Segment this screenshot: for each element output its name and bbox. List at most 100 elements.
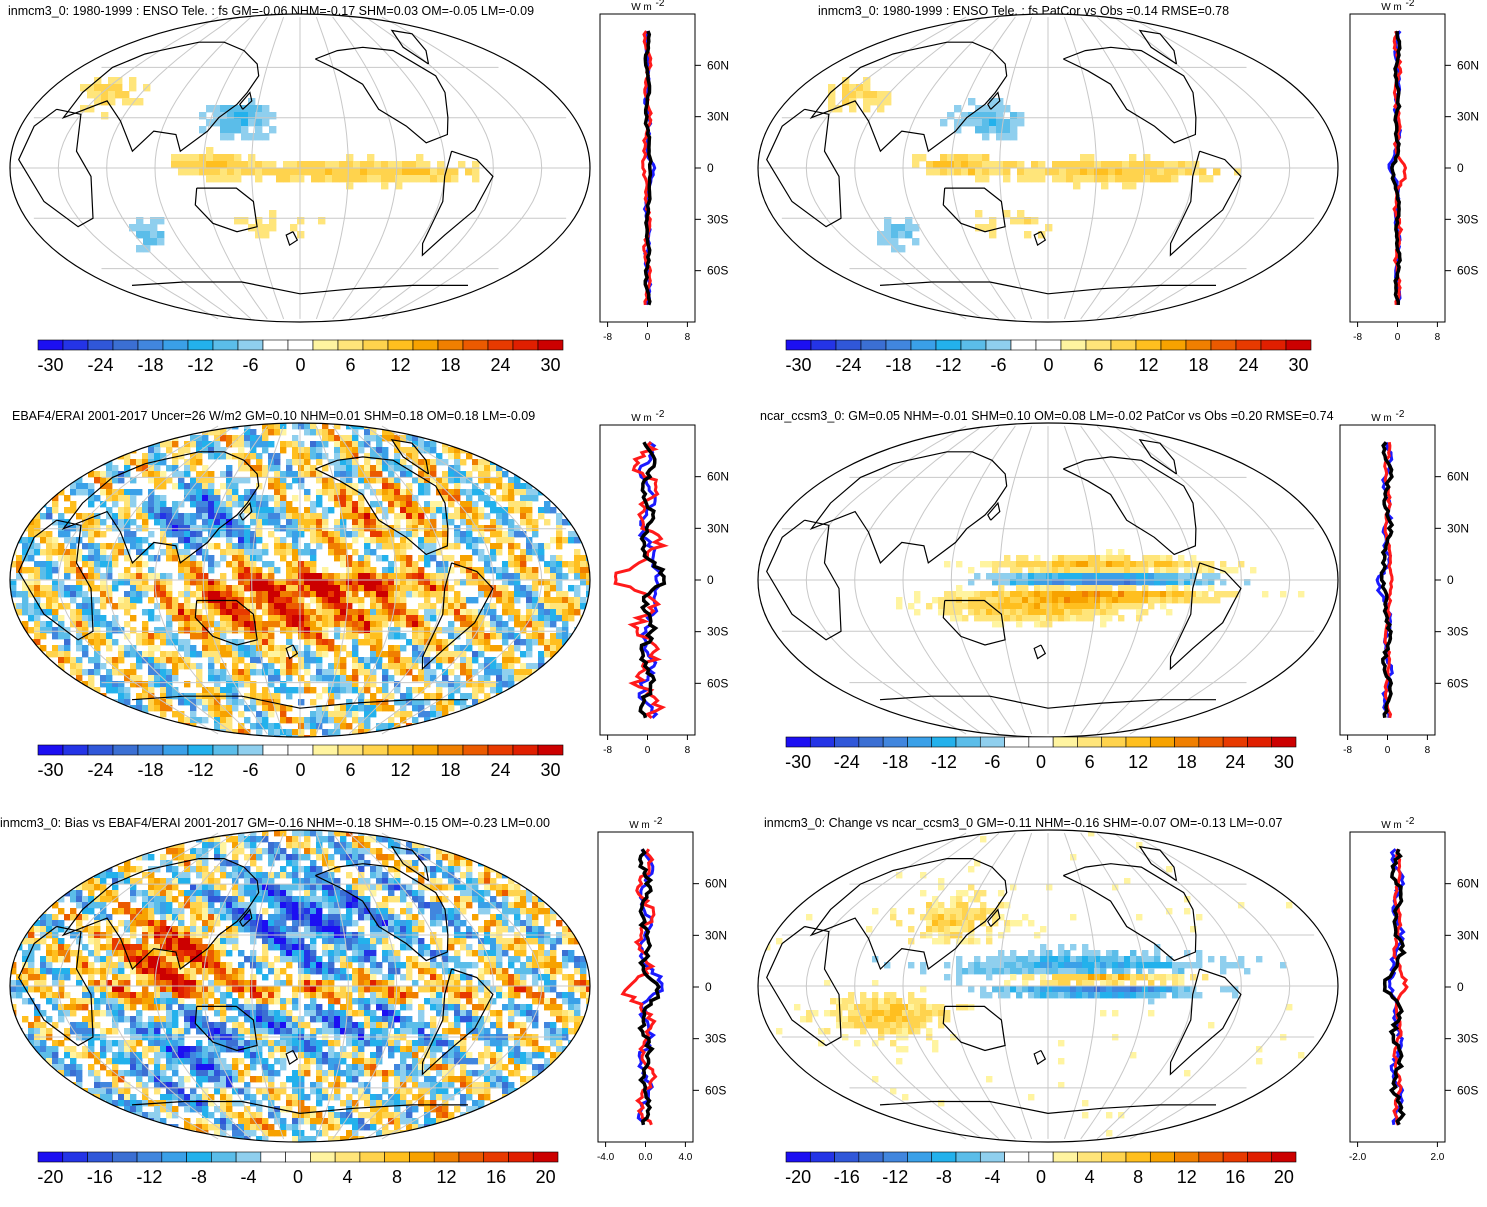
- field-cell: [568, 471, 575, 478]
- field-cell: [166, 579, 173, 586]
- field-cell: [1058, 597, 1065, 604]
- field-cell: [562, 477, 569, 484]
- field-cell: [490, 591, 497, 598]
- field-cell: [250, 561, 257, 568]
- field-cell: [586, 657, 590, 664]
- field-cell: [220, 453, 227, 460]
- field-cell: [166, 848, 173, 855]
- field-cell: [484, 567, 491, 574]
- field-cell: [574, 483, 581, 490]
- field-cell: [496, 836, 503, 843]
- profile-unit-exp: -2: [656, 409, 665, 420]
- field-cell: [974, 615, 981, 622]
- field-cell: [508, 717, 515, 724]
- profile-tick: -8: [603, 332, 612, 343]
- field-cell: [232, 495, 239, 502]
- field-cell: [580, 729, 587, 736]
- field-cell: [334, 549, 341, 556]
- field-cell: [394, 531, 401, 538]
- field-cell: [1220, 567, 1227, 574]
- field-cell: [532, 429, 539, 436]
- field-cell: [220, 119, 228, 127]
- field-cell: [538, 651, 545, 658]
- field-cell: [172, 549, 179, 556]
- colorbar-swatch: [362, 744, 389, 756]
- field-cell: [160, 669, 167, 676]
- field-cell: [106, 489, 113, 496]
- field-cell: [568, 585, 575, 592]
- field-cell: [76, 621, 83, 628]
- field-cell: [352, 645, 359, 652]
- field-cell: [124, 573, 131, 580]
- field-cell: [238, 585, 245, 592]
- field-cell: [1004, 597, 1011, 604]
- field-cell: [214, 669, 221, 676]
- field-cell: [52, 465, 59, 472]
- field-cell: [94, 711, 101, 718]
- field-cell: [64, 555, 71, 562]
- field-cell: [34, 633, 41, 640]
- field-cell: [1022, 579, 1029, 586]
- field-cell: [178, 645, 185, 652]
- field-cell: [142, 836, 149, 843]
- field-cell: [376, 543, 383, 550]
- field-cell: [412, 585, 419, 592]
- field-cell: [382, 687, 389, 694]
- field-cell: [256, 579, 263, 586]
- profile-line: [1375, 442, 1394, 718]
- field-cell: [340, 663, 347, 670]
- field-cell: [382, 681, 389, 688]
- field-cell: [580, 507, 587, 514]
- field-cell: [322, 531, 329, 538]
- field-cell: [64, 423, 71, 430]
- field-cell: [352, 609, 359, 616]
- field-cell: [82, 651, 89, 658]
- field-cell: [1094, 567, 1101, 574]
- field-cell: [430, 447, 437, 454]
- field-cell: [376, 705, 383, 712]
- field-cell: [490, 699, 497, 706]
- field-cell: [490, 429, 497, 436]
- coastlines: [18, 438, 494, 709]
- field-cell: [1106, 549, 1113, 556]
- field-cell: [574, 711, 581, 718]
- field-cell: [538, 836, 545, 843]
- field-cell: [118, 549, 125, 556]
- field-cell: [395, 161, 403, 169]
- field-cell: [10, 729, 17, 736]
- field-cell: [52, 711, 59, 718]
- field-cell: [388, 531, 395, 538]
- field-cell: [418, 633, 425, 640]
- field-cell: [466, 429, 473, 436]
- field-cell: [106, 657, 113, 664]
- field-cell: [250, 627, 257, 634]
- colorbar-label: -18: [137, 355, 163, 375]
- field-cell: [82, 669, 89, 676]
- field-cell: [448, 603, 455, 610]
- field-cell: [244, 615, 251, 622]
- field-cell: [178, 842, 185, 849]
- field-cell: [298, 525, 305, 532]
- profile-tick: 0: [1395, 332, 1401, 343]
- field-cell: [88, 447, 95, 454]
- field-cell: [250, 435, 257, 442]
- field-cell: [1106, 555, 1113, 562]
- field-cell: [118, 651, 125, 658]
- field-cell: [286, 441, 293, 448]
- field-cell: [10, 507, 17, 514]
- field-cell: [130, 836, 137, 843]
- field-cell: [310, 537, 317, 544]
- field-cell: [82, 681, 89, 688]
- field-cell: [514, 453, 521, 460]
- field-cell: [1088, 579, 1095, 586]
- field-cell: [968, 119, 976, 127]
- field-cell: [437, 175, 445, 183]
- field-cell: [250, 537, 257, 544]
- field-cell: [532, 435, 539, 442]
- field-cell: [70, 567, 77, 574]
- field-cell: [304, 669, 311, 676]
- field-cell: [172, 639, 179, 646]
- field-cell: [898, 231, 906, 239]
- field-cell: [220, 483, 227, 490]
- field-cell: [1016, 567, 1023, 574]
